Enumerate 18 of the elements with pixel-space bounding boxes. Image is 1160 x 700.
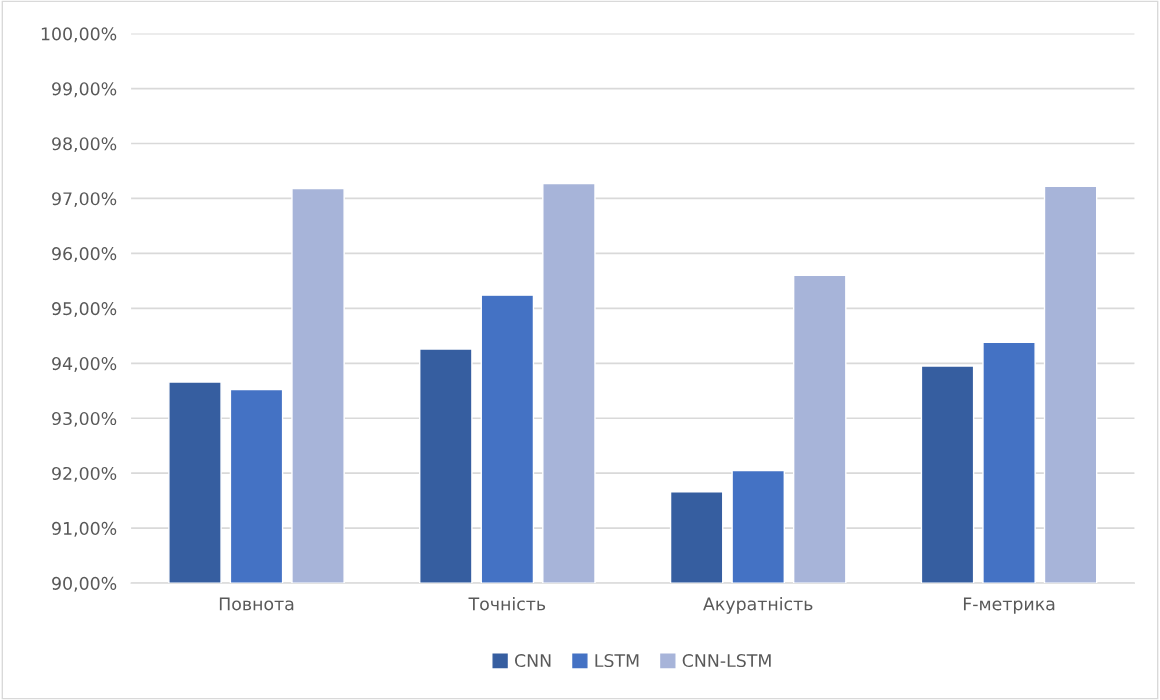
y-tick-label: 91,00% (52, 521, 117, 537)
y-tick-label: 97,00% (52, 192, 117, 208)
x-tick-label: Точність (468, 596, 546, 611)
y-tick-label: 96,00% (52, 247, 117, 263)
y-tick-label: 98,00% (52, 137, 117, 153)
y-tick-label: 94,00% (52, 357, 117, 372)
x-tick-label: Акуратність (703, 596, 813, 614)
y-tick-label: 93,00% (52, 411, 117, 427)
legend-label: CNN-LSTM (682, 653, 771, 668)
legend-label: LSTM (595, 653, 639, 668)
y-tick-label: 100,00% (41, 27, 117, 43)
y-tick-label: 99,00% (52, 82, 117, 98)
y-tick-label: 90,00% (52, 576, 117, 592)
x-tick-label: F-метрика (963, 597, 1055, 614)
y-tick-label: 92,00% (52, 466, 117, 482)
x-tick-label: Повнота (219, 597, 294, 611)
y-tick-label: 95,00% (52, 302, 117, 317)
legend-label: CNN (514, 653, 551, 668)
